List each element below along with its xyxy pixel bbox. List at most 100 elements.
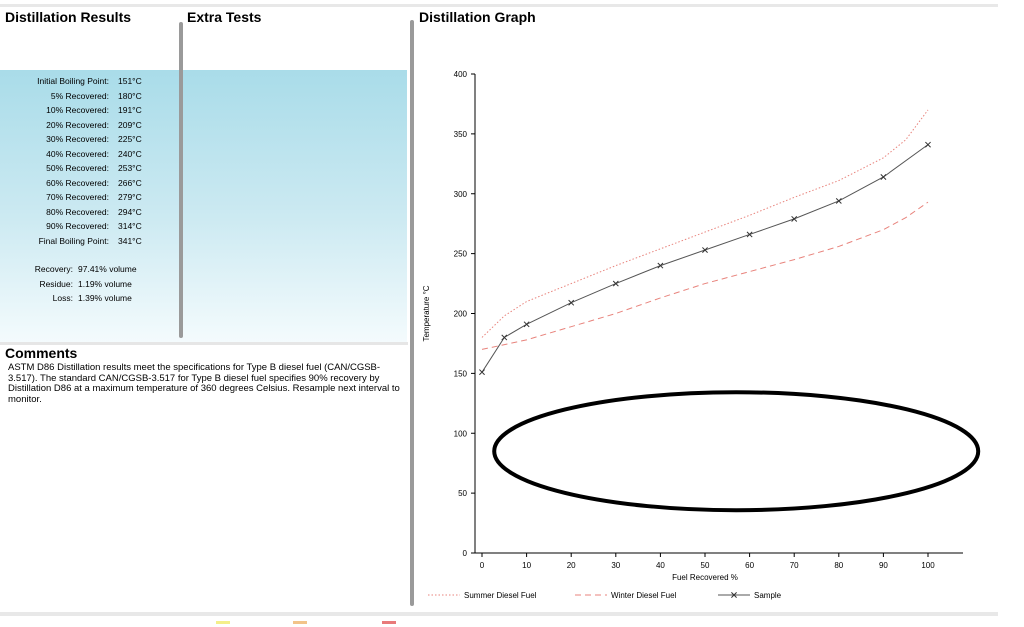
result-row: Initial Boiling Point: 151°C [0,74,175,89]
result-row: 90% Recovered: 314°C [0,219,175,234]
result-value: 253°C [118,163,142,173]
result-value: 341°C [118,235,142,246]
series-line-2 [481,144,929,373]
summary-value: 97.41% volume [78,264,137,274]
result-value: 240°C [118,148,142,159]
x-tick-label: 50 [701,561,710,570]
legend-label: Winter Diesel Fuel [611,591,677,600]
distillation-chart: 0 50 100 150 200 250 300 350 400 0 10 20 30 40 50 60 70 8… [422,70,981,600]
x-axis-label: Fuel Recovered % [672,573,738,582]
x-tick-label: 60 [745,561,754,570]
legend-marker [731,592,737,598]
y-tick-label: 150 [454,369,468,378]
summary-row: Residue: 1.19% volume [0,277,175,292]
result-label: 30% Recovered: [46,134,109,144]
summary-row: Loss: 1.39% volume [0,291,175,306]
distillation-results-header: Distillation Results [5,9,132,25]
result-label: 90% Recovered: [46,221,109,231]
x-tick-label: 90 [879,561,888,570]
sample-point [925,141,931,148]
result-row: 50% Recovered: 253°C [0,161,175,176]
result-row: Final Boiling Point: 341°C [0,234,175,249]
summary-list: Recovery: 97.41% volume Residue: 1.19% volu… [0,262,175,306]
result-label: 80% Recovered: [46,206,109,217]
result-row: 5% Recovered: 180°C [0,89,175,104]
result-label: 20% Recovered: [46,119,109,130]
x-tick-label: 40 [656,561,665,570]
x-tick-label: 20 [567,561,576,570]
result-label: 60% Recovered: [46,177,109,188]
y-tick-label: 300 [454,190,468,199]
sample-point [835,197,842,204]
result-value: 151°C [118,76,142,86]
result-row: 80% Recovered: 294°C [0,205,175,220]
sample-point [479,369,485,376]
sample-point [568,299,575,306]
x-tick-label: 0 [480,561,485,570]
y-tick-label: 400 [454,70,468,79]
y-axis-label: Temperature °C [422,285,431,341]
y-tick-label: 250 [454,250,468,259]
comments-header: Comments [5,345,78,361]
result-value: 294°C [118,206,142,217]
result-row: 70% Recovered: 279°C [0,190,175,205]
result-value: 266°C [118,177,142,188]
x-tick-label: 10 [522,561,531,570]
summary-label: Loss: [52,293,73,303]
sample-point [501,334,508,341]
results-list: Initial Boiling Point: 151°C 5% Recovered:… [0,74,175,248]
y-tick-label: 0 [463,549,468,558]
comments-text: ASTM D86 Distillation results meet the s… [8,362,400,405]
status-swatch-red [382,621,396,624]
summary-label: Recovery: [34,264,73,274]
sample-point [702,247,708,253]
result-value: 279°C [118,192,142,202]
results-panel [0,70,407,343]
x-tick-label: 70 [790,561,799,570]
legend-label: Sample [754,591,782,600]
result-value: 225°C [118,134,142,144]
y-tick-label: 200 [454,310,468,319]
column-divider-right [410,20,414,606]
x-tick-label: 30 [611,561,620,570]
annotation-ellipse [492,390,981,513]
legend-label: Summer Diesel Fuel [464,591,537,600]
x-tick-label: 80 [834,561,843,570]
x-tick-label: 100 [921,561,935,570]
result-label: Final Boiling Point: [38,235,109,246]
summary-label: Residue: [39,278,73,289]
result-value: 314°C [118,221,142,231]
summary-value: 1.19% volume [78,278,132,289]
result-row: 30% Recovered: 225°C [0,132,175,147]
series-line-0 [481,109,929,338]
result-value: 180°C [118,90,142,101]
y-tick-label: 100 [454,429,468,438]
sample-point [880,174,887,180]
result-label: Initial Boiling Point: [37,76,109,86]
status-swatch-yellow [216,621,230,624]
result-row: 10% Recovered: 191°C [0,103,175,118]
sample-point [657,262,664,269]
summary-value: 1.39% volume [78,293,132,303]
result-label: 10% Recovered: [46,105,109,115]
top-border [0,4,998,7]
bottom-border [0,612,998,616]
result-value: 191°C [118,105,142,115]
comments-divider [0,342,408,345]
summary-row: Recovery: 97.41% volume [0,262,175,277]
sample-point [791,215,798,222]
sample-point [523,321,530,328]
result-row: 20% Recovered: 209°C [0,118,175,133]
result-label: 5% Recovered: [50,90,109,101]
y-tick-label: 350 [454,130,468,139]
extra-tests-header: Extra Tests [187,9,262,25]
result-label: 50% Recovered: [46,163,109,173]
status-swatch-orange [293,621,307,624]
column-divider-left [179,22,183,338]
result-row: 40% Recovered: 240°C [0,147,175,162]
result-row: 60% Recovered: 266°C [0,176,175,191]
result-label: 70% Recovered: [46,192,109,202]
sample-point [612,280,619,287]
result-value: 209°C [118,119,142,130]
result-label: 40% Recovered: [46,148,109,159]
